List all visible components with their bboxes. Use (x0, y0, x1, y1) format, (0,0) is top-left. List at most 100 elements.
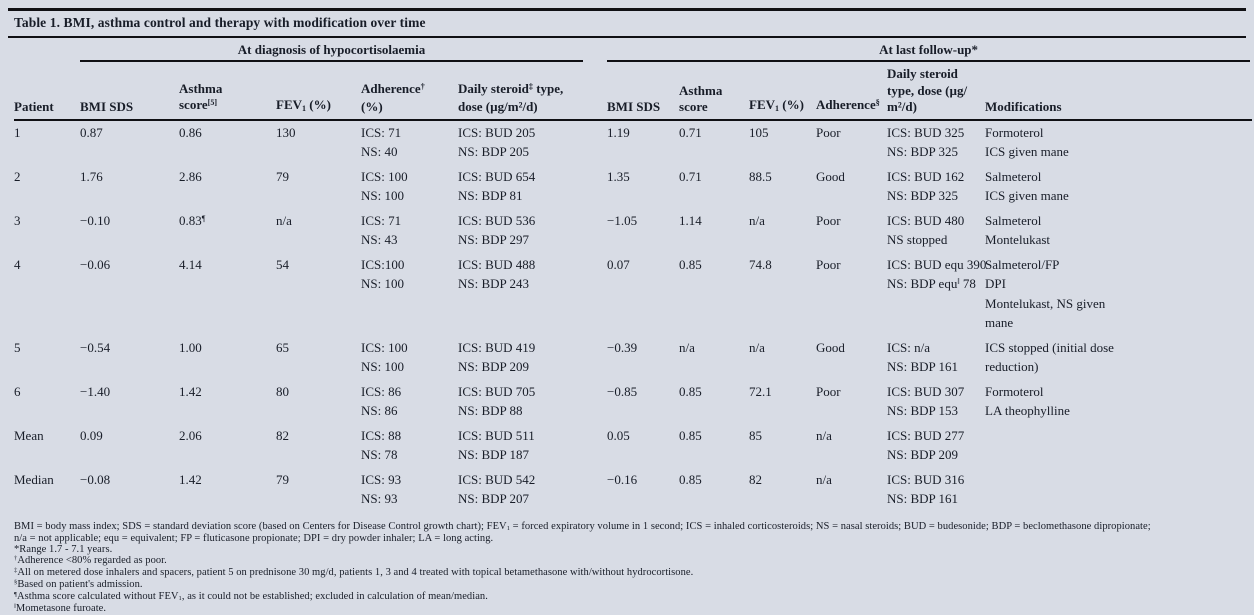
table-cell-col10: Good (816, 339, 845, 355)
table-cell-col5: ICS: 71 NS: 43 (361, 212, 402, 248)
table-cell-col4: n/a (276, 212, 292, 228)
table-cell-col2: 1.76 (80, 168, 103, 184)
table-cell-col6: ICS: BUD 536 NS: BDP 297 (458, 212, 536, 248)
table-cell-col4: 65 (276, 339, 289, 355)
table-cell-col12: Salmeterol Montelukast (985, 212, 1051, 248)
table-row: 3 −0.10 0.83¶ n/a ICS: 71 NS: 43 ICS: BUD 536 N… (14, 209, 1252, 253)
table-cell-col9: 88.5 (749, 168, 772, 184)
table-cell-col7: −0.85 (607, 383, 638, 399)
table-cell-col8: 0.85 (679, 256, 702, 272)
table-header: At diagnosis of hypocortisolaemia At las… (14, 39, 1253, 121)
table-cell-col2: −0.54 (80, 339, 111, 355)
group-header-diagnosis: At diagnosis of hypocortisolaemia (80, 39, 607, 62)
table-cell-col2: −0.06 (80, 256, 111, 272)
table-cell-col2: 0.09 (80, 427, 103, 443)
footnote-line: n/a = not applicable; equ = equivalent; … (14, 532, 494, 544)
table-cell-col12: Formoterol LA theophylline (985, 383, 1070, 419)
table-cell-col9: 105 (749, 124, 769, 140)
footnote-line: †Adherence <80% regarded as poor. (14, 554, 167, 566)
table-cell-col10: Poor (816, 124, 841, 140)
table-cell-col4: 79 (276, 168, 289, 184)
column-header-11: Daily steroid type, dose (µg/m²/d) (887, 62, 986, 121)
table-row: Median −0.08 1.42 79 ICS: 93 NS: 93 ICS: BUD 5… (14, 468, 1252, 512)
table-cell-col3: 1.42 (179, 471, 202, 487)
column-header-7: BMI SDS (607, 62, 680, 121)
column-header-4: FEV1 (%) (276, 62, 361, 121)
table-cell-col1: 1 (14, 124, 21, 140)
table-cell-col2: −0.10 (80, 212, 111, 228)
table-cell-col8: 0.71 (679, 124, 702, 140)
footnote-line: §Based on patient's admission. (14, 578, 143, 590)
table-cell-col12: Salmeterol ICS given mane (985, 168, 1069, 204)
table-cell-col10: Good (816, 168, 845, 184)
table-row: 6 −1.40 1.42 80 ICS: 86 NS: 86 ICS: BUD 705 NS:… (14, 380, 1252, 424)
column-header-5: Adherence† (%) (361, 62, 458, 121)
column-header-9: FEV1 (%) (749, 62, 817, 121)
table-cell-col10: Poor (816, 256, 841, 272)
table-body: 1 0.87 0.86 130 ICS: 71 NS: 40 ICS: BUD 205 NS:… (14, 120, 1252, 512)
table-cell-col5: ICS:100 NS: 100 (361, 256, 405, 292)
column-header-10: Adherence§ (816, 62, 888, 121)
table-cell-col10: Poor (816, 383, 841, 399)
table-cell-col1: 6 (14, 383, 21, 399)
table-cell-col11: ICS: BUD 316 NS: BDP 161 (887, 471, 965, 507)
table-cell-col3: 1.00 (179, 339, 202, 355)
table-cell-col7: 1.35 (607, 168, 630, 184)
table-cell-col1: 5 (14, 339, 21, 355)
footnote-line: *Range 1.7 - 7.1 years. (14, 543, 113, 555)
footnote-line: ¶Asthma score calculated without FEV1, a… (14, 590, 488, 603)
table-cell-col6: ICS: BUD 654 NS: BDP 81 (458, 168, 536, 204)
table-cell-col4: 79 (276, 471, 289, 487)
table-cell-col5: ICS: 86 NS: 86 (361, 383, 402, 419)
table-cell-col11: ICS: BUD 325 NS: BDP 325 (887, 124, 965, 160)
table-cell-col3: 0.83¶ (179, 212, 206, 228)
table-cell-col11: ICS: n/a NS: BDP 161 (887, 339, 959, 375)
table-cell-col9: 72.1 (749, 383, 772, 399)
table-cell-col1: Mean (14, 427, 44, 443)
table-cell-col4: 80 (276, 383, 289, 399)
table-cell-col8: 1.14 (679, 212, 702, 228)
group-header-followup-label: At last follow-up* (607, 41, 1251, 62)
table-cell-col12: Salmeterol/FP DPI Montelukast, NS given man… (985, 256, 1106, 331)
data-table: At diagnosis of hypocortisolaemia At las… (14, 39, 1253, 512)
group-header-spacer (14, 39, 80, 62)
table-title: Table 1. BMI, asthma control and therapy… (14, 15, 426, 30)
footnote-line: BMI = body mass index; SDS = standard de… (14, 520, 1151, 533)
table-cell-col4: 82 (276, 427, 289, 443)
group-header-followup: At last follow-up* (607, 39, 1252, 62)
table-cell-col1: 4 (14, 256, 21, 272)
column-header-row: Patient BMI SDS Asthma score[5] FEV1 (%) Adhe… (14, 62, 1253, 121)
table-cell-col4: 54 (276, 256, 289, 272)
table-cell-col11: ICS: BUD 480 NS stopped (887, 212, 965, 248)
table-cell-col3: 1.42 (179, 383, 202, 399)
column-header-6: Daily steroid‡ type, dose (µg/m²/d) (458, 62, 608, 121)
table-cell-col6: ICS: BUD 488 NS: BDP 243 (458, 256, 536, 292)
table-cell-col10: n/a (816, 427, 832, 443)
table-cell-col7: 0.05 (607, 427, 630, 443)
table-cell-col2: −0.08 (80, 471, 111, 487)
table-cell-col12: ICS stopped (initial dose reduction) (985, 339, 1114, 375)
table-cell-col7: 1.19 (607, 124, 630, 140)
table-cell-col12 (985, 424, 1252, 468)
table-cell-col8: n/a (679, 339, 695, 355)
table-cell-col5: ICS: 88 NS: 78 (361, 427, 402, 463)
table-cell-col7: −0.16 (607, 471, 638, 487)
table-cell-col8: 0.85 (679, 427, 702, 443)
table-cell-col9: 85 (749, 427, 763, 443)
table-cell-col6: ICS: BUD 705 NS: BDP 88 (458, 383, 536, 419)
column-header-2: BMI SDS (80, 62, 179, 121)
column-header-12: Modifications (985, 62, 1253, 121)
table-cell-col8: 0.85 (679, 471, 702, 487)
footnotes-block: BMI = body mass index; SDS = standard de… (14, 521, 1246, 615)
footnote-line: ‖Mometasone furoate. (14, 602, 107, 614)
table-cell-col5: ICS: 71 NS: 40 (361, 124, 402, 160)
table-cell-col11: ICS: BUD 277 NS: BDP 209 (887, 427, 965, 463)
table-cell-col1: 2 (14, 168, 21, 184)
table-cell-col6: ICS: BUD 419 NS: BDP 209 (458, 339, 536, 375)
column-header-1: Patient (14, 62, 80, 121)
table-cell-col11: ICS: BUD equ 390 NS: BDP equ‖ 78 (887, 256, 987, 292)
table-cell-col3: 4.14 (179, 256, 202, 272)
table-cell-col5: ICS: 100 NS: 100 (361, 168, 408, 204)
table-cell-col6: ICS: BUD 511 NS: BDP 187 (458, 427, 535, 463)
table-cell-col11: ICS: BUD 307 NS: BDP 153 (887, 383, 965, 419)
